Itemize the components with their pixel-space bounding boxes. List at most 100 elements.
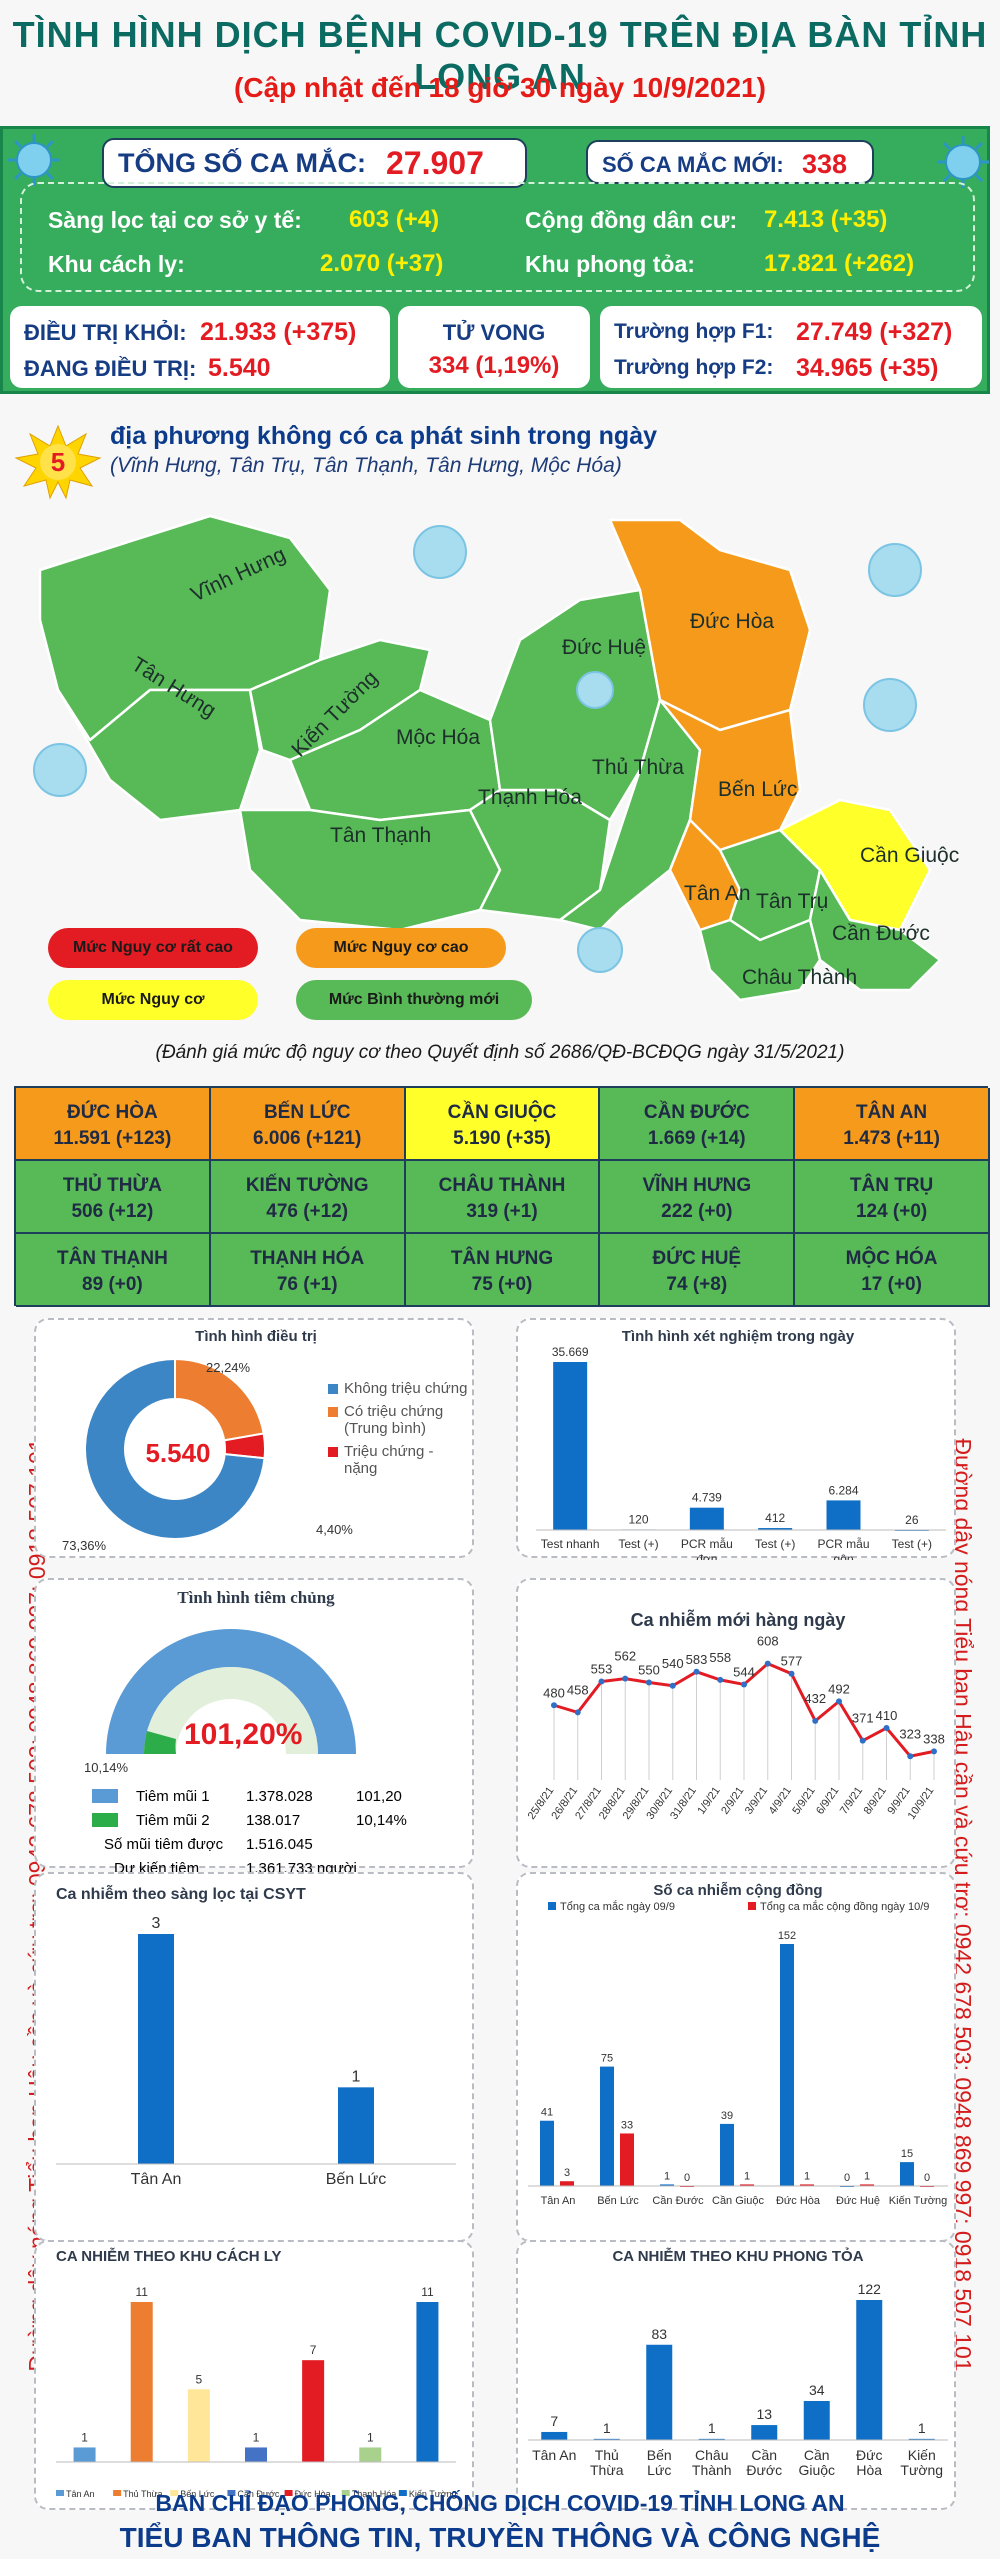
bar-value-label: 7 bbox=[310, 2343, 317, 2357]
category-label: Tân An bbox=[131, 2171, 182, 2188]
x-tick-label: 8/9/21 bbox=[862, 1785, 889, 1817]
data-point bbox=[764, 1660, 771, 1667]
category-label: Thành bbox=[692, 2462, 732, 2478]
category-label: Tường bbox=[900, 2462, 943, 2478]
category-label: Bến bbox=[647, 2447, 672, 2463]
legend-swatch bbox=[227, 2490, 236, 2496]
bar-value-label: 1 bbox=[864, 2170, 870, 2182]
district-value: 17 (+0) bbox=[861, 1274, 922, 1295]
category-label: Lức bbox=[647, 2462, 671, 2478]
virus-icon bbox=[33, 525, 922, 973]
district-name: MỘC HÓA bbox=[845, 1248, 938, 1269]
district-value: 1.669 (+14) bbox=[647, 1128, 746, 1149]
x-tick-label: 1/9/21 bbox=[695, 1785, 722, 1817]
district-name: TÂN HƯNG bbox=[450, 1248, 554, 1269]
district-value: 506 (+12) bbox=[71, 1201, 154, 1222]
total-doses-value: 1.516.045 bbox=[246, 1835, 313, 1853]
category-label: Cần Đước bbox=[652, 2195, 704, 2207]
bar bbox=[860, 2184, 874, 2186]
data-point bbox=[622, 1675, 629, 1682]
bar bbox=[751, 2425, 778, 2440]
category-label: Cần bbox=[804, 2447, 830, 2463]
district-value: 1.473 (+11) bbox=[843, 1128, 940, 1149]
legend-swatch bbox=[284, 2490, 293, 2496]
legend-label: Tổng ca mắc ngày 09/9 bbox=[560, 1900, 675, 1913]
data-point bbox=[646, 1679, 652, 1686]
recovered-value: 21.933 (+375) bbox=[200, 318, 357, 346]
data-point bbox=[836, 1698, 842, 1705]
bar bbox=[416, 2302, 439, 2462]
death-label: TỬ VONG bbox=[442, 320, 546, 345]
map-region-can-duoc bbox=[808, 868, 942, 992]
bar-value-label: 5 bbox=[196, 2372, 203, 2386]
data-point bbox=[598, 1678, 605, 1685]
sun-badge-icon bbox=[14, 424, 102, 500]
vaccination-dose2-pct: 10,14% bbox=[84, 1760, 129, 1775]
pie-slice bbox=[84, 1357, 266, 1540]
pie-label-severe-pct: 22,24% bbox=[206, 1360, 251, 1375]
district-value: 11.591 (+123) bbox=[53, 1128, 172, 1149]
lockdown-label: Khu phong tỏa: bbox=[525, 251, 695, 277]
district-name: THẠNH HÓA bbox=[250, 1248, 365, 1269]
bar bbox=[540, 2120, 554, 2186]
vaccination-gauge-value: 101,20% bbox=[184, 1718, 303, 1751]
bar bbox=[780, 1944, 794, 2186]
category-label: Kiến bbox=[908, 2447, 936, 2463]
contacts-box: Trường hợp F1: 27.749 (+327) Trường hợp … bbox=[600, 306, 982, 388]
category-label: Test nhanh bbox=[541, 1537, 600, 1551]
district-cell: ĐỨC HÒA 11.591 (+123) bbox=[16, 1088, 211, 1161]
province-map: Vĩnh Hưng Tân Hưng Kiến Tường Mộc Hóa Tâ… bbox=[33, 514, 959, 1002]
bar bbox=[359, 2447, 382, 2462]
dose2-label: Tiêm mũi 2 bbox=[136, 1811, 210, 1829]
no-case-text: địa phương không có ca phát sinh trong n… bbox=[110, 422, 657, 450]
district-cell: TÂN TRỤ 124 (+0) bbox=[795, 1161, 990, 1234]
bar-value-label: 33 bbox=[621, 2119, 633, 2131]
data-label: 558 bbox=[709, 1650, 731, 1665]
screening-title: Ca nhiễm theo sàng lọc tại CSYT bbox=[56, 1886, 306, 1903]
x-tick-label: 5/9/21 bbox=[790, 1785, 817, 1817]
treatment-status-box: ĐIỀU TRỊ KHỎI: 21.933 (+375) ĐANG ĐIỀU T… bbox=[10, 306, 390, 388]
bar-value-label: 35.669 bbox=[552, 1345, 589, 1359]
bar-value-label: 1 bbox=[708, 2420, 716, 2436]
no-case-count: 5 bbox=[50, 447, 66, 477]
map-label-duc-hue: Đức Huệ bbox=[562, 636, 646, 659]
daily-panel: Ca nhiễm mới hàng ngày 480 25/8/21 458 26/8… bbox=[516, 1578, 956, 1868]
bar bbox=[803, 2400, 830, 2440]
data-label: 577 bbox=[781, 1654, 803, 1669]
legend-label: Cần Đước bbox=[237, 2489, 279, 2499]
community-label: Cộng đồng dân cư: bbox=[525, 207, 738, 233]
screening-panel: Ca nhiễm theo sàng lọc tại CSYT 3 Tân An 1… bbox=[34, 1872, 474, 2242]
legend-label: Thủ Thừa bbox=[123, 2489, 162, 2499]
bar bbox=[138, 1934, 174, 2164]
treatment-legend-0: Không triệu chứng bbox=[344, 1380, 468, 1397]
legend-swatch bbox=[92, 1813, 118, 1827]
bar bbox=[593, 2438, 620, 2440]
bar bbox=[338, 2087, 374, 2164]
screening-bar-chart: 3 Tân An 1 Bến Lức bbox=[56, 1915, 456, 2188]
f2-label: Trường hợp F2: bbox=[614, 356, 774, 379]
data-point bbox=[788, 1670, 795, 1677]
recovered-label: ĐIỀU TRỊ KHỎI: bbox=[24, 320, 187, 345]
legend-label: Bến Lức bbox=[180, 2489, 215, 2499]
map-region-chau-thanh bbox=[698, 918, 822, 1002]
district-cell: THỦ THỪA 506 (+12) bbox=[16, 1161, 211, 1234]
category-label: PCR mẫu bbox=[817, 1536, 869, 1551]
bar-value-label: 75 bbox=[601, 2053, 613, 2065]
lockdown-value: 17.821 (+262) bbox=[764, 250, 915, 277]
bar bbox=[758, 1528, 793, 1530]
category-label: Bến Lức bbox=[326, 2171, 387, 2188]
map-region-duc-hoa bbox=[608, 518, 812, 732]
data-point bbox=[812, 1717, 819, 1724]
legend-swatch bbox=[398, 2490, 407, 2496]
treating-label: ĐANG ĐIỀU TRỊ: bbox=[24, 356, 197, 381]
total-cases-label: TỔNG SỐ CA MẮC: bbox=[118, 148, 366, 178]
legend-swatch bbox=[548, 1902, 556, 1910]
daily-line-chart: 48025/8/2145826/8/2155327/8/2156228/8/21… bbox=[526, 1634, 945, 1822]
category-label: Cần Giuộc bbox=[712, 2195, 764, 2207]
map-label-tan-an: Tân An bbox=[684, 882, 751, 905]
category-label: Tân An bbox=[541, 2195, 576, 2207]
testing-title: Tình hình xét nghiệm trong ngày bbox=[621, 1328, 855, 1345]
